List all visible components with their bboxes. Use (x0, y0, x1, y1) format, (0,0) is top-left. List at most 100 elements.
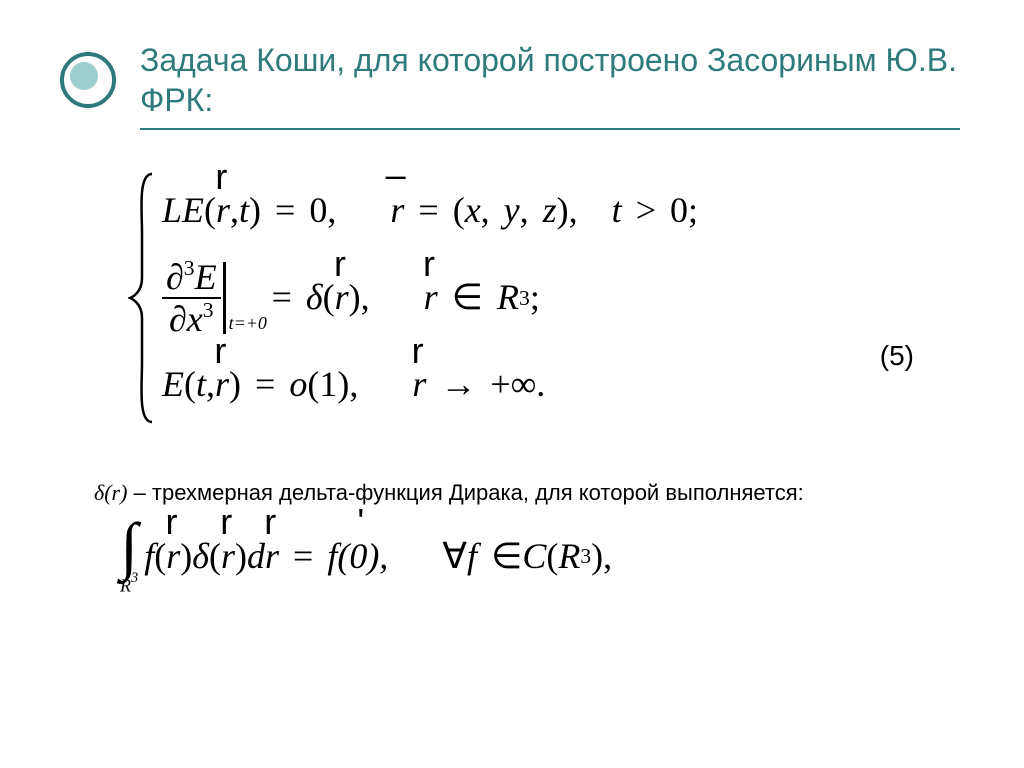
integral-sign: ∫ R3 (120, 520, 138, 593)
slide: Задача Коши, для которой построено Засор… (0, 0, 1024, 768)
vector-arrow-label: r (423, 235, 435, 293)
delta-italic: δ (94, 480, 104, 505)
vec-r2: – r (390, 182, 404, 240)
vec-r2: r r (412, 356, 426, 414)
cauchy-system: LE ( r r , t ) = 0, – r = (132, 172, 964, 424)
equals: = (272, 269, 292, 327)
vector-arrow-label: r (334, 235, 346, 293)
f-of-zero: ' (0), (337, 535, 388, 577)
equation-row-2: ∂3E ∂x3 t=+0 = δ ( r r (162, 250, 964, 346)
t-symbol: t (196, 356, 206, 414)
C-symbol: C (522, 535, 546, 577)
f-symbol2: f (327, 535, 337, 577)
paren-open: ( (453, 182, 465, 240)
semicolon: ; (530, 269, 540, 327)
in-symbol: ∈ (452, 269, 483, 327)
term-LE: LE (162, 182, 204, 240)
page-title: Задача Коши, для которой построено Засор… (140, 40, 964, 120)
integral-glyph: ∫ (120, 520, 138, 571)
paren-close: ), (557, 182, 578, 240)
left-brace (128, 172, 158, 424)
equation-row-1: LE ( r r , t ) = 0, – r = (162, 172, 964, 250)
paren-open: ( (209, 535, 221, 577)
equation-rows: LE ( r r , t ) = 0, – r = (162, 172, 964, 424)
vector-arrow-label: r (215, 148, 227, 206)
equals: = (293, 535, 313, 577)
title-underline (140, 128, 960, 130)
vec-r: r r (335, 269, 349, 327)
t-symbol: t (239, 182, 249, 240)
f-symbol: f (144, 535, 154, 577)
f-symbol3: f (467, 535, 477, 577)
title-row: Задача Коши, для которой построено Засор… (60, 40, 964, 120)
bullet-decoration (60, 52, 116, 108)
vec-r3: r r (265, 535, 279, 577)
paren-open: ( (204, 182, 216, 240)
R-lower: R (120, 575, 131, 595)
delta-symbol: δ (192, 535, 209, 577)
equation-row-3: E ( t , r r ) = o (1), r r (162, 346, 964, 424)
R-symbol: R (497, 269, 519, 327)
forall-symbol: ∀ (442, 535, 467, 577)
paren-close: ) (249, 182, 261, 240)
sup-3: 3 (203, 298, 214, 322)
comma: , (230, 182, 239, 240)
infinity: +∞. (490, 356, 545, 414)
to-arrow: → (440, 356, 476, 414)
dash: – (127, 480, 151, 505)
vector-arrow-label: r (214, 322, 226, 380)
equals: = (255, 356, 275, 414)
dirac-integral: ∫ R3 f ( r r ) δ ( r r ) d r r = f ' (0)… (120, 520, 964, 593)
paren-close: ), (349, 269, 370, 327)
paren-close: ), (591, 535, 612, 577)
vec-r1: r r (166, 535, 180, 577)
paren-1: (1), (307, 356, 358, 414)
E-symbol: E (162, 356, 184, 414)
paren-open: ( (184, 356, 196, 414)
E-symbol: E (195, 257, 217, 297)
vector-arrow-label: r (166, 501, 178, 543)
d-symbol: d (247, 535, 265, 577)
comma: , (520, 182, 529, 240)
paren-open: ( (154, 535, 166, 577)
vector-arrow-bar: – (386, 146, 406, 204)
paren-open: ( (546, 535, 558, 577)
vector-arrow-label: r (264, 501, 276, 543)
in-symbol: ∈ (491, 535, 522, 577)
t-symbol: t (612, 182, 622, 240)
sup-3: 3 (519, 281, 530, 316)
partial-fraction: ∂3E ∂x3 (162, 257, 221, 339)
sup-3: 3 (184, 256, 195, 280)
paren-close: ) (235, 535, 247, 577)
paren-close: ) (180, 535, 192, 577)
vec-r: r r (216, 182, 230, 240)
paren-close: ) (229, 356, 241, 414)
vector-arrow-label: r (412, 322, 424, 380)
vec-r: r r (215, 356, 229, 414)
zero-semi: 0; (670, 182, 698, 240)
equals: = (275, 182, 295, 240)
gt: > (636, 182, 656, 240)
y-symbol: y (504, 182, 520, 240)
vector-arrow-label: r (220, 501, 232, 543)
zero: 0, (309, 182, 336, 240)
z-symbol: z (543, 182, 557, 240)
vec-r2: r r (424, 269, 438, 327)
desc-text: трехмерная дельта-функция Дирака, для ко… (152, 480, 804, 505)
little-o: o (289, 356, 307, 414)
delta-description: δ(r) – трехмерная дельта-функция Дирака,… (94, 478, 904, 508)
r-paren: (r) (104, 480, 127, 505)
delta-symbol: δ (306, 269, 323, 327)
comma: , (481, 182, 490, 240)
paren-open: ( (323, 269, 335, 327)
x-symbol: x (465, 182, 481, 240)
equals: = (418, 182, 438, 240)
partial-x: ∂x (169, 299, 203, 339)
R-symbol: R (558, 535, 580, 577)
equation-number: (5) (880, 340, 914, 372)
sub-t0: t=+0 (229, 309, 267, 338)
vec-r2: r r (221, 535, 235, 577)
partial-symbol: ∂ (166, 257, 184, 297)
vector-arrow-short: ' (357, 501, 364, 543)
sup-3: 3 (580, 544, 591, 569)
